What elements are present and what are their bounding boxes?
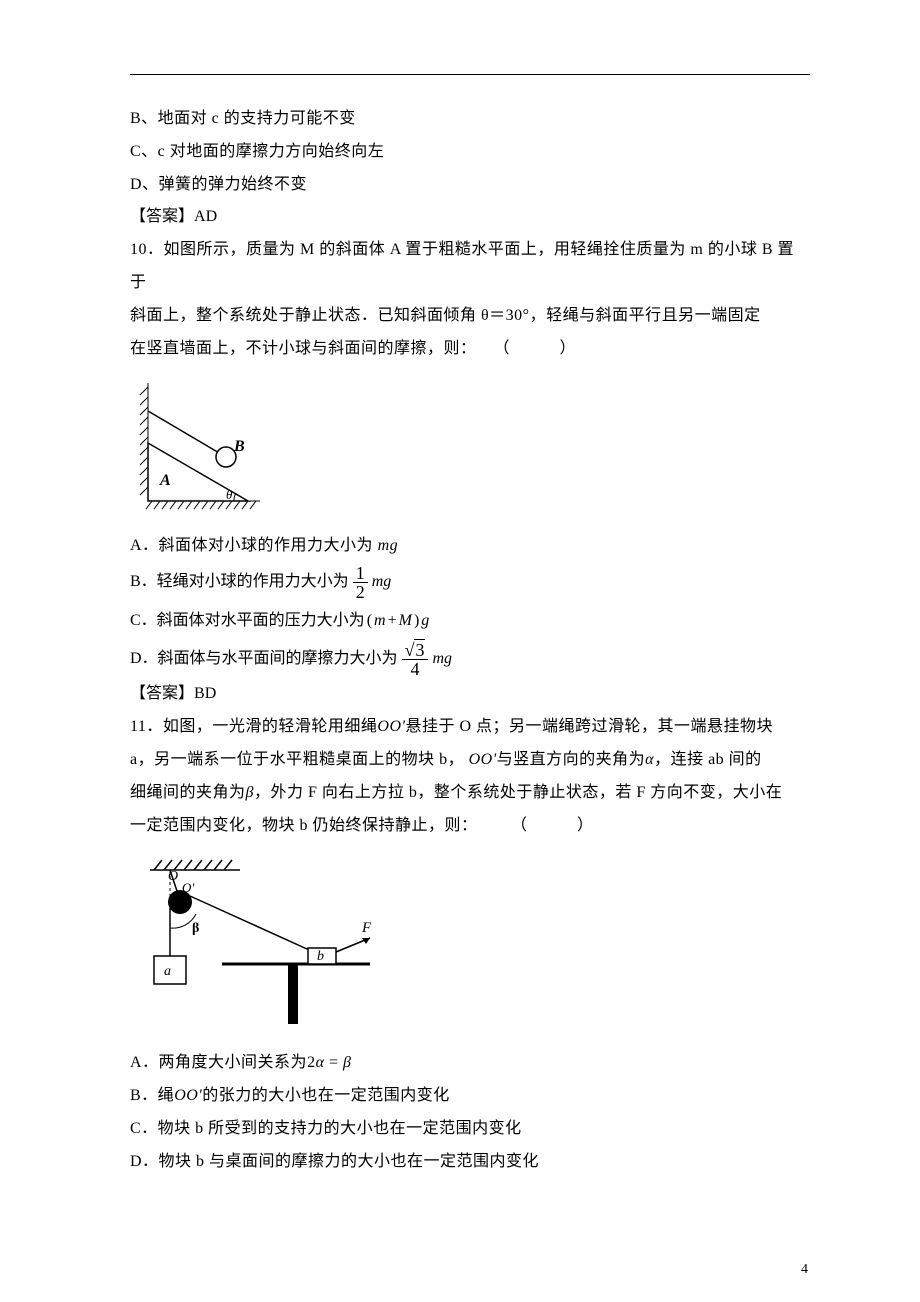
- q11-option-b: B．绳OO'的张力的大小也在一定范围内变化: [130, 1080, 810, 1113]
- var-alpha: α: [645, 751, 654, 768]
- q10-option-a: A．斜面体对小球的作用力大小为 mg: [130, 530, 810, 563]
- q10-figure: A B θ: [130, 375, 810, 520]
- eq: =: [324, 1054, 343, 1071]
- frac-num: 1: [353, 564, 368, 582]
- q10-stem-line3: 在竖直墙面上，不计小球与斜面间的摩擦，则： （ ）: [130, 333, 810, 366]
- text: ，连接 ab 间的: [654, 751, 762, 768]
- q10-stem-line1: 10．如图所示，质量为 M 的斜面体 A 置于粗糙水平面上，用轻绳拴住质量为 m…: [130, 234, 810, 300]
- q10-optD-text: D．斜面体与水平面间的摩擦力大小为: [130, 640, 398, 678]
- plus: +: [388, 602, 397, 640]
- q10-option-d: D．斜面体与水平面间的摩擦力大小为 √3 4 mg: [130, 640, 810, 678]
- text: a，另一端系一位于水平粗糙桌面上的物块 b，: [130, 751, 464, 768]
- q10-optA-text: A．斜面体对小球的作用力大小为: [130, 537, 378, 554]
- q10-optA-mg: mg: [378, 537, 399, 554]
- q11-stem-line4: 一定范围内变化，物块 b 仍始终保持静止，则： （ ）: [130, 810, 810, 843]
- var-OO: OO': [174, 1087, 202, 1104]
- label-theta: θ: [226, 487, 233, 502]
- q11-stem-line3: 细绳间的夹角为β，外力 F 向右上方拉 b，整个系统处于静止状态，若 F 方向不…: [130, 777, 810, 810]
- q10-optB-text: B．轻绳对小球的作用力大小为: [130, 563, 349, 601]
- frac-den: 2: [353, 582, 368, 601]
- q10-stem-line2: 斜面上，整个系统处于静止状态．已知斜面倾角 θ＝30°，轻绳与斜面平行且另一端固…: [130, 300, 810, 333]
- q11-option-a: A．两角度大小间关系为2α = β: [130, 1047, 810, 1080]
- var-m: m: [374, 602, 386, 640]
- label-Oprime: O': [182, 880, 194, 895]
- q11-option-c: C．物块 b 所受到的支持力的大小也在一定范围内变化: [130, 1113, 810, 1146]
- q10-diagram-svg: A B θ: [130, 375, 270, 515]
- answer-label: 【答案】: [130, 208, 194, 225]
- label-beta: β: [192, 921, 199, 936]
- q9-option-b: B、地面对 c 的支持力可能不变: [130, 103, 810, 136]
- var-g: g: [421, 602, 429, 640]
- q11-figure: O O' β a b F: [130, 852, 810, 1037]
- frac-den: 4: [402, 659, 429, 678]
- var-beta: β: [343, 1054, 351, 1071]
- q9-option-c: C、c 对地面的摩擦力方向始终向左: [130, 136, 810, 169]
- q11-diagram-svg: O O' β a b F: [130, 852, 390, 1032]
- page-number: 4: [801, 1262, 808, 1278]
- label-O: O: [168, 869, 178, 884]
- q10-optD-mg: mg: [432, 640, 452, 678]
- fraction-icon: 1 2: [353, 564, 368, 601]
- q11-stem-line2: a，另一端系一位于水平粗糙桌面上的物块 b， OO'与竖直方向的夹角为α，连接 …: [130, 744, 810, 777]
- paren-l: (: [367, 602, 372, 640]
- q10-optC-text: C．斜面体对水平面的压力大小为: [130, 602, 365, 640]
- label-a: a: [164, 964, 171, 979]
- q10-optB-mg: mg: [372, 563, 392, 601]
- text: 的张力的大小也在一定范围内变化: [202, 1087, 450, 1104]
- text: 与竖直方向的夹角为: [497, 751, 646, 768]
- q9-option-d: D、弹簧的弹力始终不变: [130, 169, 810, 202]
- text: 细绳间的夹角为: [130, 784, 246, 801]
- fraction-icon: √3 4: [402, 641, 429, 678]
- answer-value: AD: [194, 208, 217, 225]
- text: A．两角度大小间关系为: [130, 1054, 307, 1071]
- var-OO: OO': [469, 751, 497, 768]
- q10-option-b: B．轻绳对小球的作用力大小为 1 2 mg: [130, 563, 810, 601]
- text: 悬挂于 O 点；另一端绳跨过滑轮，其一端悬挂物块: [405, 718, 773, 735]
- var-M: M: [399, 602, 412, 640]
- q11-option-d: D．物块 b 与桌面间的摩擦力的大小也在一定范围内变化: [130, 1146, 810, 1179]
- answer-value: BD: [194, 685, 216, 702]
- q9-answer: 【答案】AD: [130, 201, 810, 234]
- q10-answer: 【答案】BD: [130, 678, 810, 711]
- text: ，外力 F 向右上方拉 b，整个系统处于静止状态，若 F 方向不变，大小在: [254, 784, 782, 801]
- text: 11．如图，一光滑的轻滑轮用细绳: [130, 718, 377, 735]
- q11-stem-line1: 11．如图，一光滑的轻滑轮用细绳OO'悬挂于 O 点；另一端绳跨过滑轮，其一端悬…: [130, 711, 810, 744]
- paren-r: ): [414, 602, 419, 640]
- label-A: A: [159, 472, 171, 489]
- answer-label: 【答案】: [130, 685, 194, 702]
- text: B．绳: [130, 1087, 174, 1104]
- label-F: F: [361, 920, 372, 936]
- q10-option-c: C．斜面体对水平面的压力大小为 ( m + M ) g: [130, 602, 810, 640]
- var-beta: β: [246, 784, 254, 801]
- var-OO: OO': [377, 718, 405, 735]
- label-B: B: [233, 438, 245, 455]
- coef-2: 2: [307, 1054, 316, 1071]
- label-b: b: [317, 949, 324, 964]
- frac-num: √3: [402, 641, 429, 659]
- header-rule: [130, 74, 810, 75]
